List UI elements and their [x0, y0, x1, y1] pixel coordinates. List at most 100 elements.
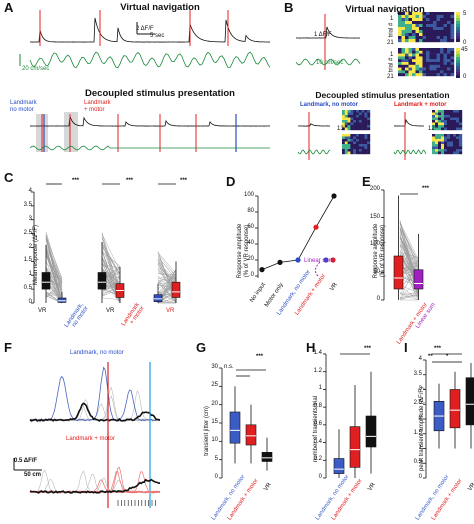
b-lmm-heat-2-cell: [447, 136, 451, 140]
b-lm-heat-2-cell: [342, 134, 345, 137]
h-box-2: [365, 415, 377, 448]
b-lmm-heat-2-cell: [450, 139, 454, 142]
b-lmm-heat-1-cell: [444, 122, 448, 126]
b-lmm-heat-1-cell: [453, 125, 457, 128]
b-heatmap-2-cell: [398, 62, 402, 65]
b-heatmap-1-cell: [447, 24, 451, 28]
b-lm-heat-2-cell: [364, 144, 368, 147]
e-pair-line: [399, 295, 419, 300]
b-lm-heat-2-cell: [342, 144, 345, 147]
c-pair-line-1: [45, 236, 63, 279]
b-heatmap-2-cell: [426, 48, 430, 51]
b-lmm-heat-1-cell: [438, 115, 442, 118]
b-lm-heat-2-cell: [344, 139, 348, 142]
b-heatmap-1-cell: [405, 21, 409, 25]
b-lm-heat-2-cell: [342, 136, 345, 140]
b-heatmap-1-cell: [398, 27, 402, 31]
h-ytick-label-3: 0.6: [313, 420, 322, 427]
b-heatmap-2-cell: [447, 59, 451, 63]
c-box-vr-2-box: [97, 272, 107, 290]
b-heatmap-2-cell: [433, 70, 437, 74]
b-lmm-heat-2-cell: [459, 139, 463, 142]
b-heatmap-1-cell: [443, 15, 448, 19]
b-lm-heat-2-cell: [361, 149, 365, 152]
b-lmm-heat-2-cell: [450, 151, 454, 155]
b-lmm-heat-1-cell: [444, 112, 448, 116]
b-heatmap-1-cell: [443, 30, 448, 34]
c-box-vr-1-box: [41, 272, 51, 290]
b-lmm-heat-1-cell: [441, 117, 445, 121]
b-lm-heat-1-cell: [353, 122, 357, 126]
b-lmm-heat-2-cell: [453, 144, 457, 147]
b-heatmap-2-cell: [436, 67, 441, 71]
b-cbar2-bottom: 0: [463, 74, 467, 80]
b-heatmap-1-cell: [408, 36, 413, 40]
b-heatmap-1-cell: [433, 21, 437, 25]
b-lmm-heat-1-cell: [456, 117, 460, 121]
b-heatmap-1-cell: [440, 24, 444, 28]
b-heatmap-1-cell: [412, 27, 416, 31]
b-lmm-heat-1-cell: [435, 120, 439, 123]
b-heatmap-1-cell: [398, 18, 402, 22]
b-heatmap-1-cell: [408, 18, 413, 22]
b-heatmap-1-cell: [436, 15, 441, 19]
b-lmm-heat-2-cell: [456, 149, 460, 152]
b-heatmap-2-cell: [419, 56, 423, 60]
b-lm-heat-2-cell: [356, 151, 359, 155]
b-heatmap-2-cell: [412, 70, 416, 74]
b-lm-heat-2-cell: [353, 146, 357, 150]
b-heatmap-1-cell: [447, 12, 451, 16]
b-lm-heat-1-cell: [364, 125, 368, 128]
b-heatmap-1-cell: [426, 24, 430, 28]
b-heatmap-2-cell: [426, 73, 430, 77]
b-lm-heat-1-cell: [353, 112, 357, 116]
e-pair-line: [399, 222, 419, 259]
i-ytick-label-4: 2: [418, 415, 422, 421]
b-lm-heat-1-cell: [347, 117, 351, 121]
b-heatmap-1-cell: [447, 30, 451, 34]
b-lm-trace: [297, 123, 331, 127]
b-heatmap-1-cell: [440, 27, 444, 31]
b-lm-heat-2-cell: [353, 136, 357, 140]
b-lmm-heat-1-cell: [444, 127, 448, 131]
f-title-lmm: Landmark + motor: [66, 436, 115, 442]
b-heatmap-1-cell: [408, 21, 413, 25]
b-heatmap-1-cell: [429, 39, 434, 43]
b-lmm-heat-1-cell: [444, 110, 448, 113]
c-pair-line-3: [157, 267, 177, 282]
b-lmm-heat-2-cell: [435, 136, 439, 140]
b-lm-heat-1-cell: [358, 117, 362, 121]
b-heatmap-1-cell: [415, 36, 420, 40]
b-heatmap-1-cell: [419, 18, 423, 22]
b-lm-heat-2-cell: [367, 146, 371, 150]
b-heatmap-2-cell: [398, 67, 402, 71]
b-lmm-heat-1-cell: [441, 110, 445, 113]
b-lm-heat-1-cell: [344, 110, 348, 113]
b-lmm-heat-1-cell: [450, 125, 454, 128]
b-heatmap-1-cell: [436, 24, 441, 28]
b-heatmap-1-cell: [443, 27, 448, 31]
b-trial-top-1: 1: [390, 16, 394, 22]
b-lmm-heat-1-cell: [447, 127, 451, 131]
b-heatmap-2-cell: [447, 48, 451, 51]
b-heatmap-2-cell: [433, 50, 437, 54]
b-heatmap-1-cell: [422, 27, 427, 31]
b-lm-heat-2-cell: [361, 151, 365, 155]
c-pair-line-1: [45, 294, 63, 296]
b-heatmap-1-cell: [398, 36, 402, 40]
b-lm-heat-2-cell: [358, 139, 362, 142]
b-lm-heat-1-cell: [347, 115, 351, 118]
b-colorbar-2-seg: [456, 57, 460, 60]
b-heatmap-1-cell: [419, 24, 423, 28]
b-heatmap-1-cell: [405, 33, 409, 37]
b-lm-heat-2-cell: [344, 136, 348, 140]
h-ytick-label-0: 0: [318, 474, 322, 480]
b-lm-heat-2-cell: [367, 141, 371, 145]
panel-label-g: G: [196, 340, 207, 355]
b-colorbar-2-seg: [456, 66, 460, 69]
c-pair-line-3: [157, 277, 177, 283]
c-pair-line-3: [157, 282, 177, 304]
b-heatmap-2-cell: [429, 50, 434, 54]
b-heatmap-1-cell: [415, 18, 420, 22]
